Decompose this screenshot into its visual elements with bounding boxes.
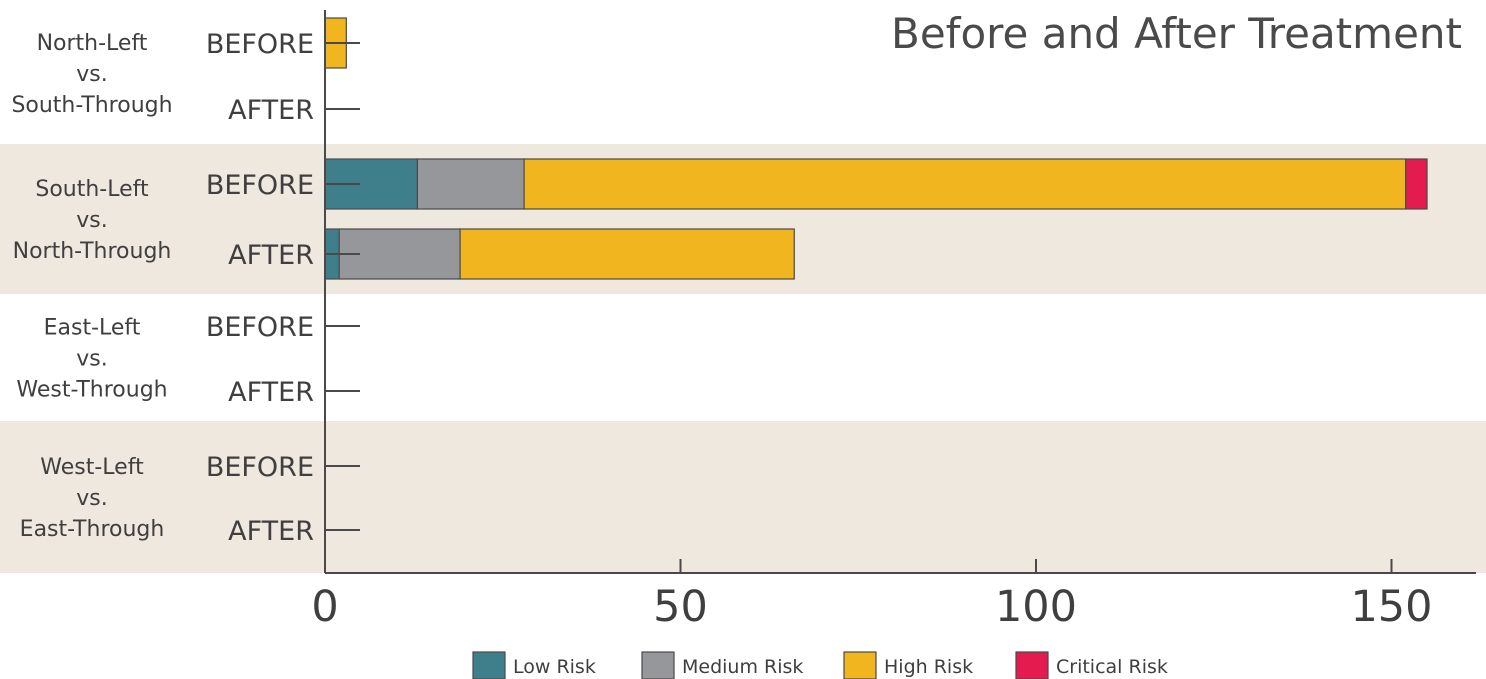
group-label: East-Through — [20, 517, 165, 542]
period-label: BEFORE — [206, 452, 314, 483]
chart-title: Before and After Treatment — [891, 9, 1462, 58]
bar-segment — [523, 158, 1407, 210]
bar-segment — [416, 158, 525, 210]
axes: 0 50 100 150 — [311, 10, 1476, 632]
x-tick-label: 150 — [1350, 582, 1432, 632]
legend: Low Risk Medium Risk High Risk Critical Ris… — [472, 651, 1168, 679]
bar-segment — [459, 228, 795, 280]
group-label: North-Left — [37, 31, 148, 56]
group-band — [0, 421, 1486, 573]
group-label: vs. — [76, 62, 107, 87]
legend-swatch — [472, 651, 506, 679]
bar-segment — [1405, 158, 1428, 210]
period-label: AFTER — [228, 377, 314, 408]
group-label: West-Through — [16, 378, 167, 403]
x-tick-label: 0 — [311, 582, 338, 632]
x-tick-label: 50 — [653, 582, 708, 632]
bar-segment — [338, 228, 461, 280]
legend-label: Critical Risk — [1056, 656, 1168, 678]
legend-label: High Risk — [884, 656, 973, 678]
bar-marks — [324, 17, 1428, 280]
group-label: South-Left — [35, 177, 149, 202]
legend-label: Medium Risk — [682, 656, 803, 678]
period-label: BEFORE — [206, 312, 314, 343]
group-label: vs. — [76, 347, 107, 372]
group-label: East-Left — [44, 316, 141, 341]
period-label: BEFORE — [206, 170, 314, 201]
period-label: AFTER — [228, 516, 314, 547]
category-labels: North-Left vs. South-Through BEFORE AFTER Sou… — [11, 29, 314, 547]
period-label: AFTER — [228, 240, 314, 271]
group-label: vs. — [76, 208, 107, 233]
legend-swatch — [843, 651, 877, 679]
period-label: BEFORE — [206, 29, 314, 60]
x-tick-label: 100 — [995, 582, 1077, 632]
legend-swatch — [641, 651, 675, 679]
group-label: North-Through — [13, 239, 172, 264]
group-label: West-Left — [40, 455, 144, 480]
legend-swatch — [1015, 651, 1049, 679]
period-label: AFTER — [228, 95, 314, 126]
legend-label: Low Risk — [513, 656, 596, 678]
group-label: vs. — [76, 486, 107, 511]
group-label: South-Through — [11, 93, 172, 118]
